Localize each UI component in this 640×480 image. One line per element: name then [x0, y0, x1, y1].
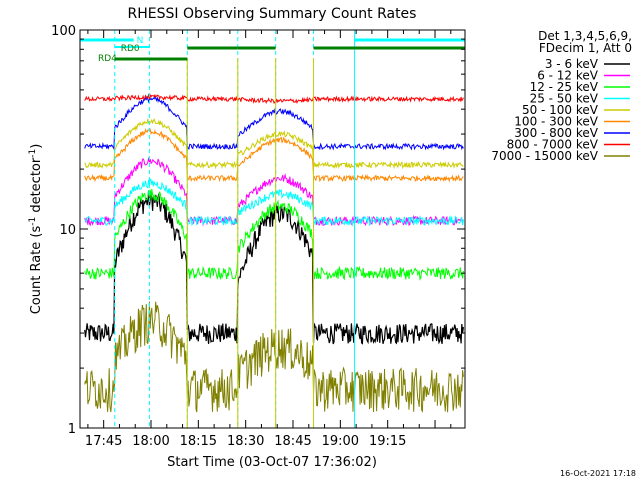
legend-label-1: 3 - 6 keV: [545, 57, 599, 71]
legend-label-8: 800 - 7000 keV: [507, 138, 599, 152]
rd0-bar-label: RD0: [121, 44, 140, 54]
series-line-9: [84, 301, 464, 413]
legend-label-6: 100 - 300 keV: [514, 115, 598, 129]
y-label-sup2: -1: [28, 149, 38, 158]
y-label-sup1: -1: [28, 217, 38, 226]
y-tick-label-1: 100: [51, 24, 76, 39]
x-tick-label-1: 17:45: [85, 434, 122, 449]
y-tick-label-3: 1: [68, 422, 76, 437]
y-axis: 100 10 1: [51, 24, 465, 437]
legend-label-2: 6 - 12 keV: [537, 69, 599, 83]
x-tick-label-7: 19:15: [369, 434, 406, 449]
legend: Det 1,3,4,5,6,9, FDecim 1, Att 0 3 - 6 k…: [491, 29, 632, 163]
y-label-main: Count Rate (s: [29, 226, 44, 315]
x-axis: 17:45 18:00 18:15 18:30 18:45 19:00 19:15: [85, 30, 452, 449]
legend-label-9: 7000 - 15000 keV: [491, 149, 598, 163]
footer-date: 16-Oct-2021 17:18: [560, 469, 636, 478]
x-axis-label: Start Time (03-Oct-07 17:36:02): [167, 455, 377, 470]
series-line-7: [84, 95, 464, 151]
series-line-1: [84, 191, 464, 345]
series-line-3: [84, 188, 464, 281]
series-line-4: [84, 177, 464, 227]
traces-layer: [84, 93, 464, 413]
y-label-mid: detector: [29, 157, 44, 217]
y-tick-label-2: 10: [59, 223, 76, 238]
series-line-2: [84, 157, 464, 227]
saa-bar-label: N: [137, 36, 144, 46]
y-label-tail: ): [29, 144, 44, 149]
chart-title: RHESSI Observing Summary Count Rates: [128, 6, 417, 22]
legend-label-4: 25 - 50 keV: [530, 92, 599, 106]
rd4-bar-label: RD4: [98, 54, 117, 64]
x-tick-label-4: 18:30: [227, 434, 264, 449]
legend-header-1: Det 1,3,4,5,6,9,: [538, 29, 632, 43]
legend-label-3: 12 - 25 keV: [530, 80, 599, 94]
plot-frame: [79, 29, 466, 429]
x-tick-label-2: 18:00: [132, 434, 169, 449]
legend-header-2: FDecim 1, Att 0: [539, 41, 632, 55]
x-tick-label-3: 18:15: [180, 434, 217, 449]
legend-label-5: 50 - 100 keV: [522, 103, 599, 117]
series-line-8: [84, 93, 464, 105]
x-tick-label-6: 19:00: [322, 434, 359, 449]
series-line-5: [84, 118, 464, 170]
y-axis-label: Count Rate (s-1 detector-1): [28, 144, 44, 315]
legend-label-7: 300 - 800 keV: [514, 126, 598, 140]
x-tick-label-5: 18:45: [274, 434, 311, 449]
series-line-6: [84, 128, 464, 183]
